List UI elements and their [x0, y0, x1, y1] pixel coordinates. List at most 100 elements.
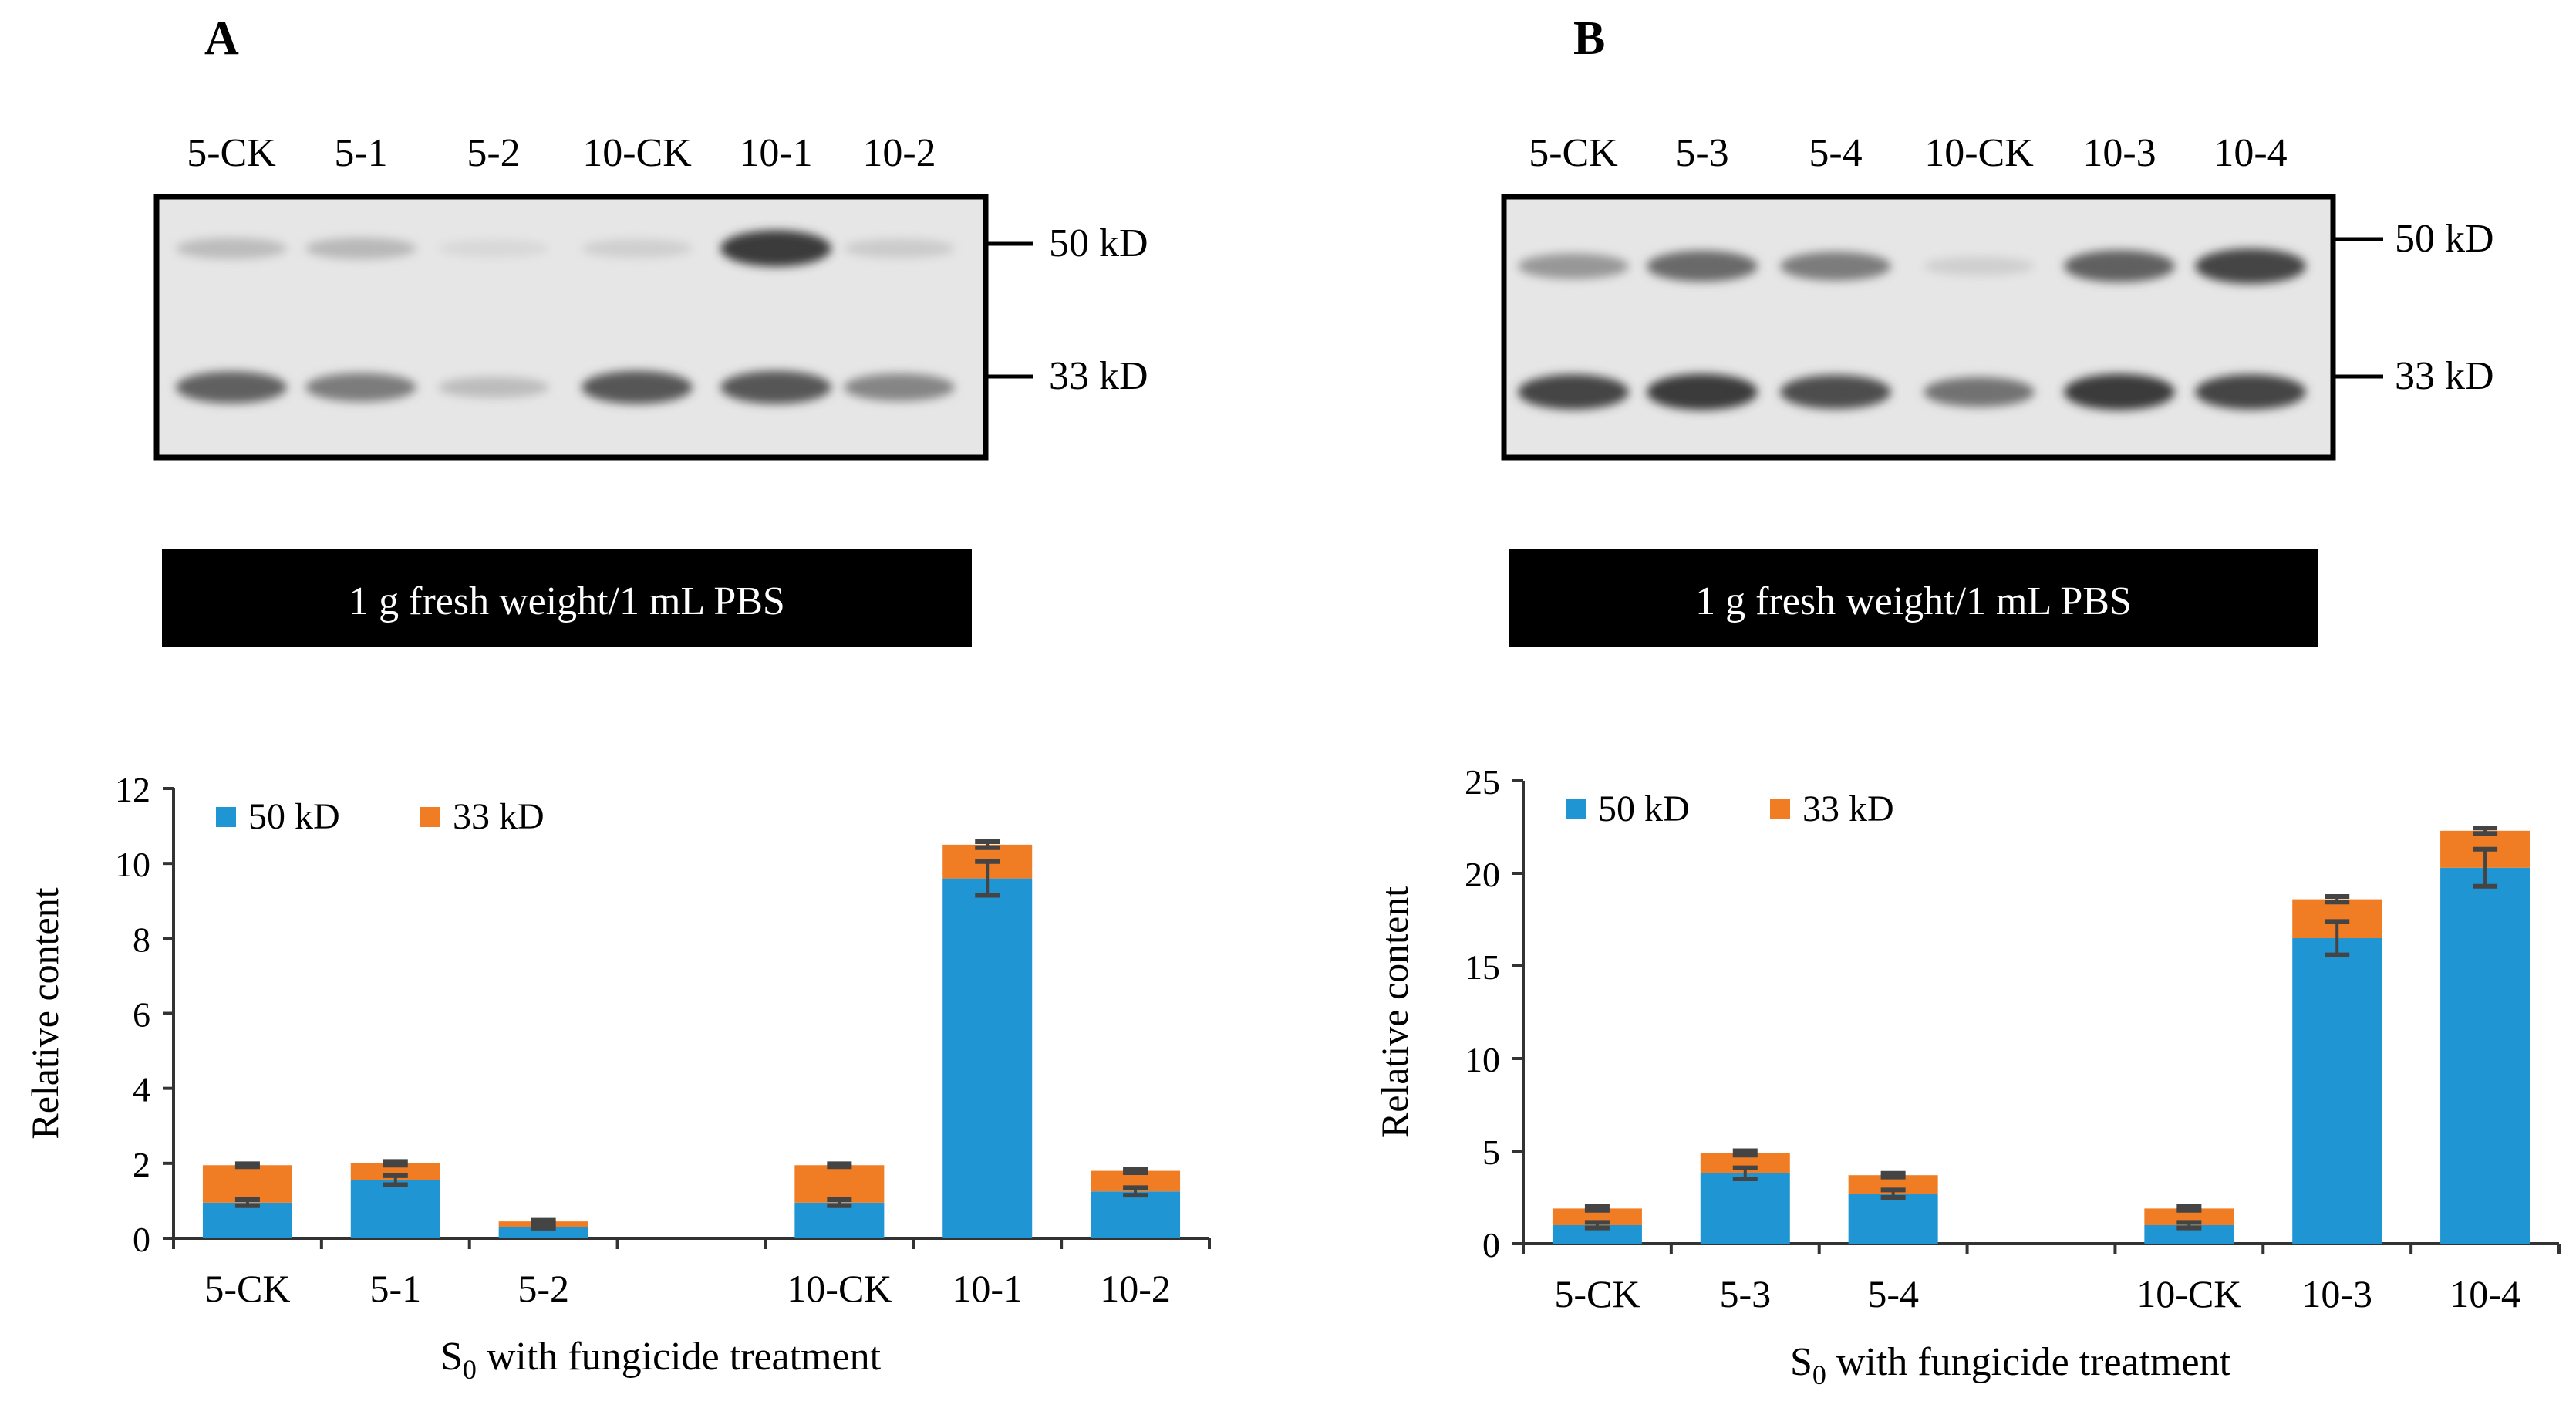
- lane-label: 5-2: [467, 131, 520, 175]
- legend-label-33kd: 33 kD: [1802, 788, 1894, 829]
- x-axis-label: S0 with fungicide treatment: [1790, 1340, 2231, 1390]
- blot-band: [305, 237, 416, 260]
- blot-band: [176, 371, 287, 404]
- y-tick-label: 10: [115, 845, 150, 884]
- lane-label: 5-3: [1675, 131, 1728, 175]
- blot-band: [844, 238, 955, 258]
- caption-box: [1509, 549, 2318, 647]
- bar-50kd: [2292, 938, 2382, 1244]
- lane-label: 5-1: [334, 131, 387, 175]
- lane-label: 5-4: [1809, 131, 1862, 175]
- bar-50kd: [202, 1202, 292, 1238]
- x-tick-label: 10-1: [952, 1267, 1023, 1310]
- bar-50kd: [1091, 1191, 1181, 1238]
- bar-33kd: [350, 1163, 440, 1180]
- x-axis-label-subscript: 0: [463, 1354, 477, 1385]
- blot-band: [844, 373, 955, 401]
- x-axis-label: S0 with fungicide treatment: [440, 1335, 882, 1385]
- y-tick-label: 25: [1465, 762, 1500, 802]
- blot-band: [176, 238, 287, 259]
- y-tick-label: 0: [1482, 1225, 1500, 1265]
- blot-band: [1518, 374, 1629, 410]
- blot-band: [1780, 374, 1891, 410]
- blot-band: [2195, 248, 2306, 284]
- panel-b: B 5-CK 5-3 5-4 10-CK 10-3 10-4 50 kD 33 kD 1 g fr…: [1373, 12, 2561, 1390]
- lane-label: 10-3: [2082, 131, 2156, 175]
- x-tick-label: 10-2: [1100, 1267, 1171, 1310]
- blot-band: [1647, 250, 1758, 282]
- lane-label: 10-CK: [582, 131, 692, 175]
- caption-box: [162, 549, 972, 647]
- y-tick-label: 2: [133, 1145, 150, 1184]
- x-axis-label-prefix: S: [1790, 1340, 1812, 1384]
- x-axis-label-suffix: with fungicide treatment: [477, 1335, 882, 1379]
- legend-swatch-33kd: [420, 807, 440, 827]
- x-tick-label: 10-3: [2301, 1272, 2372, 1315]
- size-marker-label: 50 kD: [1049, 221, 1148, 265]
- bar-50kd: [794, 1202, 885, 1238]
- y-tick-label: 20: [1465, 855, 1500, 894]
- y-tick-label: 4: [133, 1070, 150, 1109]
- blot-frame: [153, 194, 989, 461]
- legend-label-50kd: 50 kD: [1598, 788, 1690, 829]
- blot-band: [1647, 373, 1758, 410]
- x-tick-label: 5-3: [1719, 1272, 1771, 1315]
- caption-text: 1 g fresh weight/1 mL PBS: [349, 579, 785, 623]
- lane-label: 10-1: [739, 131, 812, 175]
- bar-33kd: [1552, 1208, 1642, 1225]
- legend-swatch-50kd: [1566, 799, 1586, 819]
- lane-label: 5-CK: [1529, 131, 1618, 175]
- blot-band: [1780, 252, 1891, 281]
- y-tick-label: 10: [1465, 1040, 1500, 1079]
- caption-text: 1 g fresh weight/1 mL PBS: [1695, 579, 2132, 623]
- x-tick-label: 10-4: [2450, 1272, 2520, 1315]
- blot-band: [582, 370, 693, 404]
- blot-band: [1924, 377, 2035, 407]
- bar-50kd: [1848, 1194, 1938, 1244]
- x-tick-label: 10-CK: [2136, 1272, 2241, 1315]
- y-tick-label: 6: [133, 995, 150, 1035]
- panel-a: A 5-CK 5-1 5-2 10-CK 10-1 10-2 50 kD 33 kD 1 g fr…: [23, 12, 1211, 1385]
- blot-band: [305, 373, 416, 402]
- bar-50kd: [350, 1180, 440, 1238]
- x-tick-label: 5-CK: [1554, 1272, 1640, 1315]
- blot-band: [1924, 256, 2035, 276]
- y-tick-label: 15: [1465, 947, 1500, 987]
- panel-letter: B: [1573, 12, 1605, 65]
- x-tick-label: 5-2: [518, 1267, 569, 1310]
- x-axis-label-prefix: S: [440, 1335, 463, 1379]
- blot-band: [720, 370, 831, 404]
- bar-33kd: [2144, 1208, 2234, 1225]
- x-axis-label-subscript: 0: [1812, 1359, 1826, 1390]
- y-tick-label: 0: [133, 1220, 150, 1259]
- y-tick-label: 12: [115, 770, 150, 809]
- x-tick-label: 10-CK: [787, 1267, 892, 1310]
- bar-50kd: [1700, 1173, 1790, 1244]
- y-axis-label: Relative content: [23, 887, 66, 1139]
- blot-band: [1518, 253, 1629, 279]
- y-tick-label: 8: [133, 920, 150, 959]
- x-tick-label: 5-CK: [204, 1267, 290, 1310]
- blot-band: [582, 238, 693, 258]
- blot-band: [438, 239, 549, 258]
- blot-band: [720, 230, 831, 267]
- x-tick-label: 5-1: [369, 1267, 421, 1310]
- legend-swatch-33kd: [1770, 799, 1790, 819]
- size-marker-label: 33 kD: [1049, 354, 1148, 398]
- blot-frame: [1501, 194, 2336, 461]
- y-tick-label: 5: [1482, 1133, 1500, 1172]
- lane-label: 10-CK: [1924, 131, 2034, 175]
- blot-band: [2064, 373, 2175, 410]
- panel-letter: A: [204, 12, 239, 65]
- lane-label: 5-CK: [187, 131, 276, 175]
- x-tick-label: 5-4: [1867, 1272, 1919, 1315]
- blot-band: [2064, 250, 2175, 282]
- size-marker-label: 33 kD: [2395, 354, 2494, 398]
- bar-50kd: [942, 878, 1033, 1238]
- legend-label-50kd: 50 kD: [248, 796, 340, 837]
- legend-label-33kd: 33 kD: [453, 796, 545, 837]
- blot-band: [438, 377, 549, 398]
- y-axis-label: Relative content: [1373, 886, 1416, 1138]
- blot-band: [2195, 374, 2306, 410]
